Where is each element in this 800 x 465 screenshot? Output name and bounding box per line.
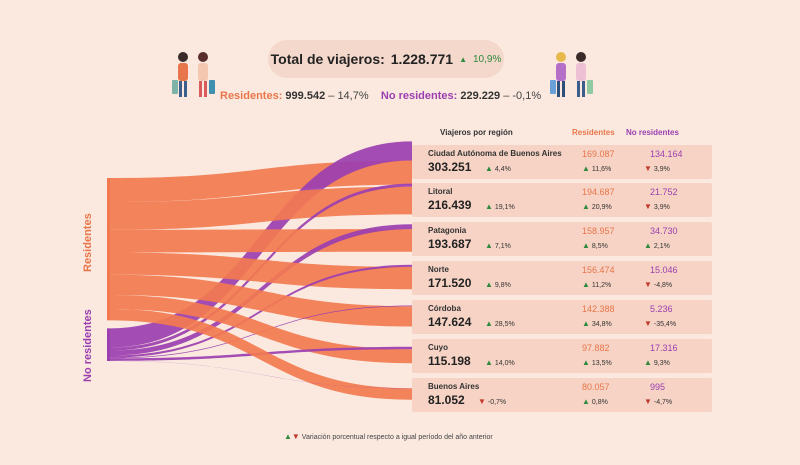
total-change: 10,9%	[472, 53, 502, 65]
region-total-change: ▼ -0,7%	[478, 397, 507, 406]
region-nonresidents: 15.046	[650, 265, 678, 275]
flow-residents	[110, 274, 412, 327]
region-row: Córdoba 147.624 ▲ 28,5% 142.388 ▲ 34,8% 5.236…	[412, 300, 712, 334]
region-residents-change: ▲ 8,5%	[582, 241, 608, 250]
region-residents: 142.388	[582, 304, 615, 314]
region-nonresidents-change: ▲ 2,1%	[644, 241, 670, 250]
node-nonresidents	[107, 328, 110, 361]
region-row: Cuyo 115.198 ▲ 14,0% 97.882 ▲ 13,5% 17.316 ▲ 9…	[412, 339, 712, 373]
total-travelers-pill: Total de viajeros: 1.228.771 ▲ 10,9%	[268, 40, 504, 78]
footnote: ▲▼ Variación porcentual respecto a igual…	[284, 432, 493, 441]
region-residents-change: ▲ 0,8%	[582, 397, 608, 406]
region-name: Ciudad Autónoma de Buenos Aires	[428, 149, 562, 158]
flow-residents	[110, 308, 412, 400]
region-total-change: ▲ 19,1%	[485, 202, 515, 211]
region-row: Buenos Aires 81.052 ▼ -0,7% 80.057 ▲ 0,8% 995…	[412, 378, 712, 412]
up-arrow-icon: ▲	[459, 54, 467, 64]
nonresidents-label: No residentes:	[380, 90, 458, 102]
region-name: Buenos Aires	[428, 382, 480, 391]
region-total: 303.251	[428, 160, 472, 174]
region-residents: 156.474	[582, 265, 615, 275]
flow-residents	[110, 229, 412, 253]
region-nonresidents-change: ▼ -35,4%	[644, 319, 677, 328]
region-total: 147.624	[428, 315, 472, 329]
region-name: Córdoba	[428, 304, 461, 313]
region-name: Norte	[428, 265, 449, 274]
nonresidents-change: – -0,1%	[503, 90, 542, 102]
region-nonresidents-change: ▼ -4,8%	[644, 280, 673, 289]
region-nonresidents: 34.730	[650, 226, 678, 236]
region-total: 216.439	[428, 198, 472, 212]
residents-change: – 14,7%	[328, 90, 369, 102]
region-total-change: ▲ 4,4%	[485, 164, 511, 173]
region-residents-change: ▲ 11,6%	[582, 164, 612, 173]
down-arrow-icon: ▼	[291, 432, 300, 441]
up-arrow-icon: ▲	[284, 432, 292, 441]
flow-residents	[110, 295, 412, 364]
region-row: Patagonia 193.687 ▲ 7,1% 158.957 ▲ 8,5% 34.73…	[412, 222, 712, 256]
flow-nonresidents	[110, 224, 412, 356]
residents-label: Residentes:	[220, 90, 283, 102]
region-residents: 158.957	[582, 226, 615, 236]
region-nonresidents: 134.164	[650, 149, 683, 159]
header-nonresidents: No residentes	[626, 128, 679, 137]
region-total: 171.520	[428, 276, 472, 290]
region-total-change: ▲ 7,1%	[485, 241, 511, 250]
region-residents-change: ▲ 20,9%	[582, 202, 612, 211]
region-nonresidents-change: ▲ 9,3%	[644, 358, 670, 367]
side-label-nonresidents: No residentes	[82, 309, 94, 382]
region-total-change: ▲ 14,0%	[485, 358, 515, 367]
region-total-change: ▲ 28,5%	[485, 319, 515, 328]
region-nonresidents: 995	[650, 382, 666, 392]
total-label: Total de viajeros:	[270, 51, 385, 67]
region-nonresidents-change: ▼ 3,9%	[644, 164, 670, 173]
region-row: Ciudad Autónoma de Buenos Aires 303.251 ▲ …	[412, 145, 712, 179]
region-residents: 97.882	[582, 343, 610, 353]
region-total-change: ▲ 9,8%	[485, 280, 511, 289]
header-region: Viajeros por región	[440, 128, 513, 137]
side-label-residents: Residentes	[82, 213, 94, 272]
region-residents-change: ▲ 13,5%	[582, 358, 612, 367]
residents-value: 999.542	[285, 90, 326, 102]
region-nonresidents: 21.752	[650, 187, 678, 197]
region-nonresidents-change: ▼ -4,7%	[644, 397, 673, 406]
region-name: Litoral	[428, 187, 453, 196]
nonresidents-value: 229.229	[460, 90, 501, 102]
region-row: Norte 171.520 ▲ 9,8% 156.474 ▲ 11,2% 15.046 ▼ …	[412, 261, 712, 295]
region-total: 81.052	[428, 393, 465, 407]
header-residents: Residentes	[572, 128, 615, 137]
region-total: 115.198	[428, 354, 471, 368]
nonresidents-travelers-icon	[550, 52, 593, 97]
flow-nonresidents	[110, 264, 412, 358]
region-residents-change: ▲ 11,2%	[582, 280, 612, 289]
residents-travelers-icon	[172, 52, 215, 97]
region-residents: 169.087	[582, 149, 615, 159]
region-residents: 194.687	[582, 187, 615, 197]
region-nonresidents: 17.316	[650, 343, 678, 353]
region-nonresidents-change: ▼ 3,9%	[644, 202, 670, 211]
region-name: Patagonia	[428, 226, 467, 235]
summary-line: Residentes: 999.542 – 14,7% No residente…	[220, 90, 541, 102]
region-residents: 80.057	[582, 382, 610, 392]
total-value: 1.228.771	[390, 51, 454, 67]
region-name: Cuyo	[428, 343, 448, 352]
flow-residents	[110, 252, 412, 290]
node-residents	[107, 178, 110, 321]
region-total: 193.687	[428, 237, 472, 251]
region-nonresidents: 5.236	[650, 304, 673, 314]
flow-residents	[110, 186, 412, 230]
region-residents-change: ▲ 34,8%	[582, 319, 612, 328]
flow-nonresidents	[110, 360, 412, 389]
region-row: Litoral 216.439 ▲ 19,1% 194.687 ▲ 20,9% 21.75…	[412, 183, 712, 217]
